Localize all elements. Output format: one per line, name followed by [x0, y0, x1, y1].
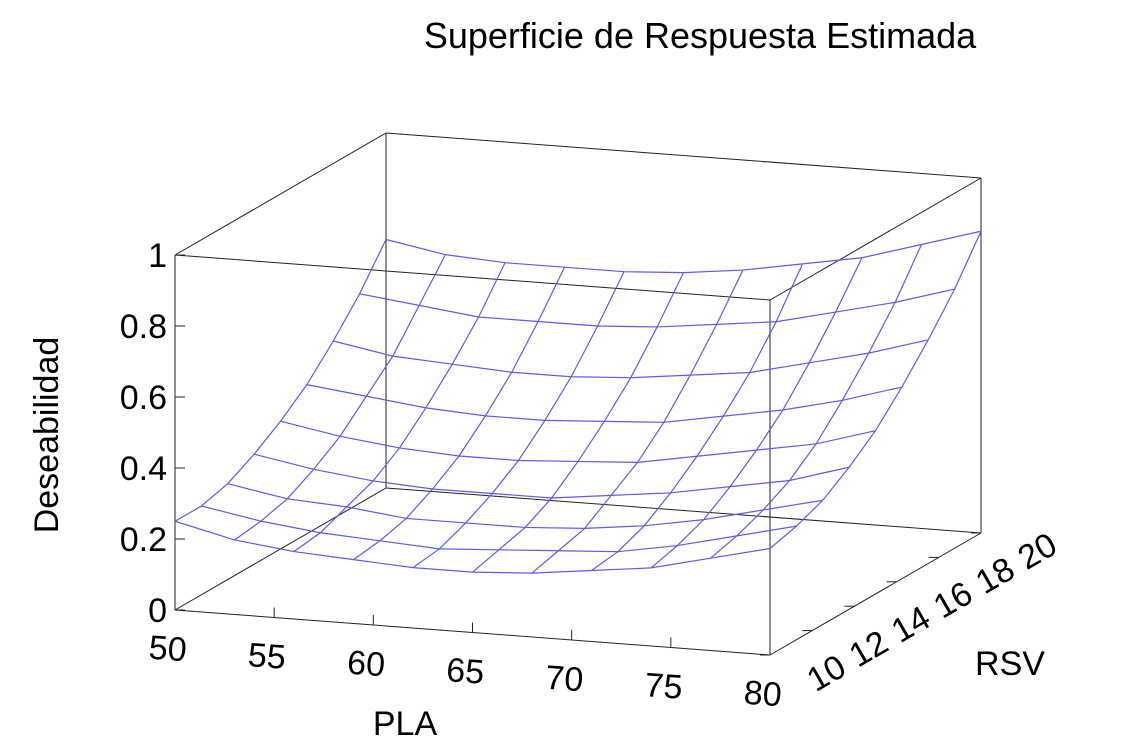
y-tick-label: 14 — [885, 599, 937, 651]
x-tick-label: 50 — [148, 629, 188, 670]
z-tick-label: 0.8 — [120, 308, 167, 346]
y-tick-label: 12 — [843, 623, 895, 675]
mesh-line — [472, 272, 685, 573]
mesh-line — [174, 520, 771, 574]
y-tick-label: 20 — [1012, 526, 1064, 578]
chart-title: Superficie de Respuesta Estimada — [424, 15, 977, 56]
z-tick-label: 0.4 — [120, 450, 167, 488]
x-axis-title: PLA — [373, 705, 438, 743]
mesh-line — [385, 230, 982, 274]
mesh-line — [234, 254, 447, 541]
x-tick-label: 60 — [346, 644, 386, 685]
x-tick-label: 65 — [445, 651, 485, 692]
z-tick-label: 0 — [148, 592, 167, 630]
z-tick-label: 1 — [148, 237, 167, 275]
box-edge — [385, 132, 982, 179]
x-tick-label: 70 — [544, 659, 584, 700]
z-axis-title: Deseabilidad — [28, 337, 66, 534]
y-tick-label: 10 — [801, 648, 853, 700]
mesh-line — [227, 483, 823, 530]
mesh-line — [769, 231, 982, 549]
y-tick-label: 18 — [969, 550, 1021, 602]
box-edge — [769, 177, 982, 301]
mesh-line — [333, 339, 929, 379]
z-tick-label: 0.2 — [120, 521, 167, 559]
mesh-line — [174, 239, 387, 522]
mesh-line — [412, 271, 625, 569]
x-tick-label: 55 — [247, 636, 287, 677]
x-tick-label: 80 — [743, 674, 783, 715]
box-edge — [174, 132, 387, 256]
mesh-line — [591, 263, 804, 571]
mesh-line — [531, 269, 744, 574]
mesh-line — [710, 244, 923, 559]
mesh-line — [293, 262, 506, 553]
x-tick-label: 75 — [643, 666, 683, 707]
z-tick-label: 0.6 — [120, 379, 167, 417]
mesh-line — [280, 420, 876, 464]
y-axis-title: RSV — [975, 645, 1045, 683]
mesh-line — [353, 266, 566, 561]
box-edge — [769, 532, 982, 656]
mesh-line — [306, 384, 903, 423]
y-tick-label: 16 — [927, 574, 979, 626]
box-edge — [385, 487, 982, 534]
mesh-line — [201, 505, 797, 553]
box-edge — [174, 254, 771, 301]
mesh-line — [359, 288, 955, 328]
mesh-line — [650, 257, 863, 569]
